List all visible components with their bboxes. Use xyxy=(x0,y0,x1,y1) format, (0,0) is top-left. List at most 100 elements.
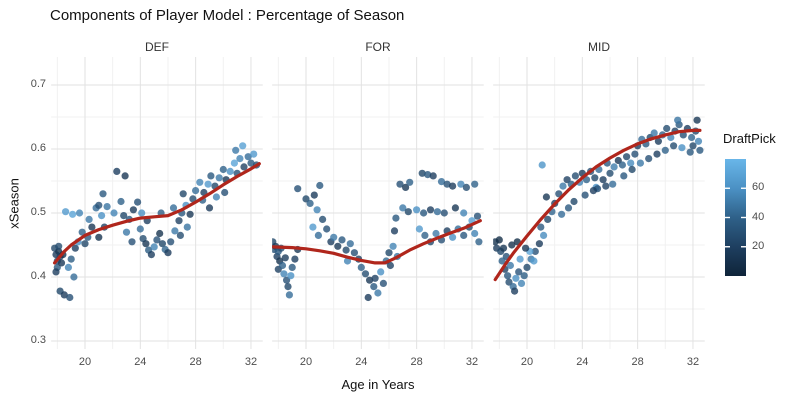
data-point xyxy=(167,238,175,246)
data-point xyxy=(504,272,512,280)
data-point xyxy=(334,242,342,250)
x-tick-label: 32 xyxy=(244,356,258,368)
data-point xyxy=(192,187,200,195)
data-point xyxy=(618,161,627,169)
data-point xyxy=(67,255,75,263)
data-point xyxy=(52,268,60,276)
y-axis-title: xSeason xyxy=(6,178,22,229)
data-point xyxy=(153,236,161,244)
data-point xyxy=(239,142,247,150)
x-tick-label: 20 xyxy=(520,356,534,368)
data-point xyxy=(449,182,457,190)
x-tick-label: 24 xyxy=(355,356,368,368)
data-point xyxy=(66,293,74,302)
data-point xyxy=(287,272,295,280)
data-point xyxy=(57,259,66,267)
data-point xyxy=(364,293,372,302)
facet-strip-mid: MID xyxy=(588,40,610,54)
data-point xyxy=(531,247,539,255)
data-point xyxy=(523,263,531,271)
data-point xyxy=(505,278,513,286)
data-point xyxy=(81,240,89,248)
data-point xyxy=(510,287,519,295)
data-point xyxy=(306,199,314,207)
data-point xyxy=(591,174,599,182)
data-point xyxy=(169,204,178,212)
data-point xyxy=(113,167,121,175)
x-tick-label: 24 xyxy=(576,356,589,368)
data-point xyxy=(284,283,292,291)
data-point xyxy=(207,172,215,180)
smooth-line xyxy=(493,128,702,282)
x-tick-label: 32 xyxy=(465,356,479,368)
data-point xyxy=(620,172,628,180)
data-point xyxy=(350,249,358,257)
data-point xyxy=(99,190,107,198)
y-tick-label: 0.3 xyxy=(30,334,46,346)
data-point xyxy=(370,283,378,291)
data-point xyxy=(204,180,212,188)
data-point xyxy=(323,225,331,233)
data-point xyxy=(636,159,645,167)
data-point xyxy=(60,291,68,299)
data-point xyxy=(460,209,468,217)
data-point xyxy=(196,178,204,186)
data-point xyxy=(667,133,675,142)
data-point xyxy=(440,209,448,217)
data-point xyxy=(134,198,142,206)
data-point xyxy=(628,165,636,174)
legend-gradient-bar xyxy=(725,159,746,276)
data-point xyxy=(424,171,432,179)
data-point xyxy=(313,206,321,214)
data-point xyxy=(357,263,365,271)
data-point xyxy=(462,183,470,191)
data-point xyxy=(281,254,289,262)
data-point xyxy=(150,243,158,251)
data-point xyxy=(606,169,614,177)
data-point xyxy=(537,223,545,231)
y-tick-label: 0.5 xyxy=(30,206,46,218)
data-point xyxy=(402,183,410,191)
data-point xyxy=(396,180,404,188)
data-point xyxy=(212,193,220,201)
data-point xyxy=(460,231,468,239)
data-point xyxy=(240,163,248,171)
data-point xyxy=(179,190,187,198)
data-point xyxy=(429,172,437,180)
data-point xyxy=(98,212,106,220)
data-point xyxy=(495,236,503,244)
data-point xyxy=(544,215,552,223)
data-point xyxy=(250,150,258,158)
data-point xyxy=(316,181,324,190)
data-point xyxy=(433,208,441,216)
data-point xyxy=(449,233,457,241)
x-axis-title: Age in Years xyxy=(341,377,415,392)
data-point xyxy=(103,203,111,211)
data-point xyxy=(232,146,240,154)
data-point xyxy=(679,131,687,139)
data-point xyxy=(244,153,252,161)
data-point xyxy=(689,142,697,150)
data-point xyxy=(215,174,223,182)
data-point xyxy=(631,150,639,158)
data-point xyxy=(609,180,617,188)
data-point xyxy=(129,206,137,214)
data-point xyxy=(418,169,426,177)
facet-strip-for: FOR xyxy=(365,40,391,54)
data-point xyxy=(694,137,703,145)
data-point xyxy=(338,236,346,244)
smooth-line xyxy=(272,219,482,265)
legend-tick-label: 20 xyxy=(752,239,765,252)
data-point xyxy=(75,209,84,217)
data-point xyxy=(283,276,291,284)
data-point xyxy=(558,210,566,218)
data-point xyxy=(226,167,234,175)
data-point xyxy=(176,231,184,239)
data-point xyxy=(627,159,635,167)
data-point xyxy=(330,233,338,241)
data-point xyxy=(379,279,387,287)
data-point xyxy=(432,229,440,238)
data-point xyxy=(374,289,382,297)
data-point xyxy=(85,215,93,223)
